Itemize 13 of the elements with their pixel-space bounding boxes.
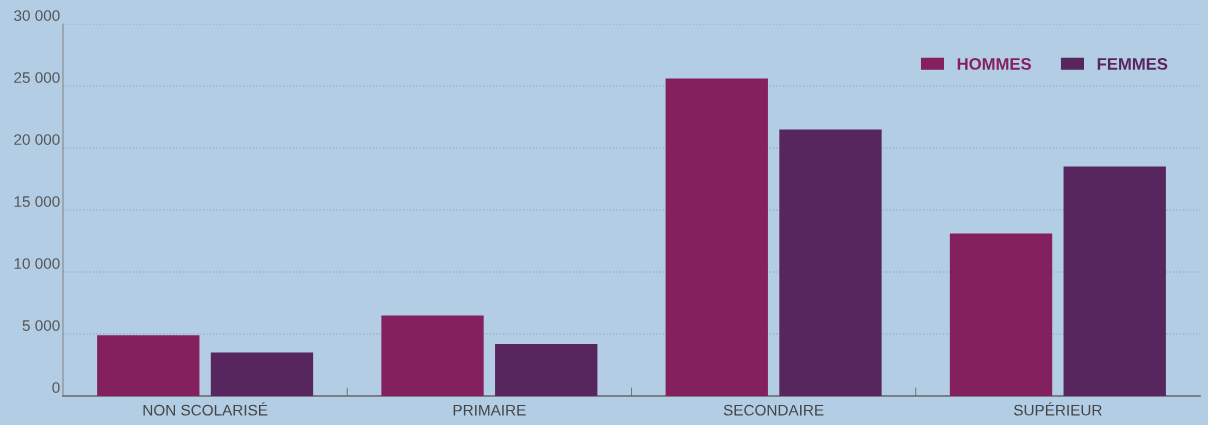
legend-label: FEMMES: [1097, 58, 1168, 70]
y-tick-label: 5 000: [22, 320, 60, 331]
x-tick-label: PRIMAIRE: [453, 404, 526, 416]
y-tick-label: 0: [52, 382, 60, 393]
legend-label: HOMMES: [957, 58, 1031, 70]
y-tick-label: 25 000: [14, 72, 60, 83]
y-tick-label: 15 000: [14, 196, 60, 207]
y-tick-label: 20 000: [14, 134, 60, 145]
y-tick-label: 10 000: [14, 258, 60, 269]
x-tick-label: SECONDAIRE: [723, 404, 824, 416]
x-tick-label: NON SCOLARISÉ: [143, 402, 268, 416]
x-tick-label: SUPÉRIEUR: [1014, 402, 1102, 416]
y-tick-label: 30 000: [14, 10, 60, 21]
